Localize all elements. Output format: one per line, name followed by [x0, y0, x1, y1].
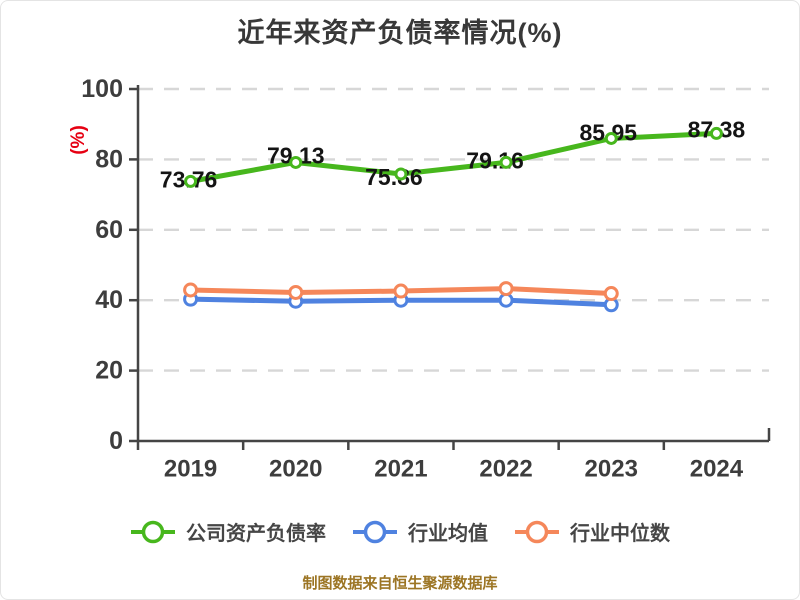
legend-item-industry-mean: 行业均值 — [352, 517, 488, 546]
legend-label: 公司资产负债率 — [186, 523, 326, 545]
x-tick-label: 2019 — [164, 456, 217, 483]
series-marker-0 — [604, 131, 618, 145]
legend-marker-industry-mean-icon — [353, 520, 397, 543]
y-tick-label: 0 — [109, 427, 123, 455]
legend-marker-company-ratio-icon — [131, 520, 175, 543]
x-tick-label: 2022 — [479, 456, 532, 483]
chart-legend: 公司资产负债率 行业均值 行业中位数 — [1, 517, 799, 546]
series-marker-2 — [393, 283, 409, 299]
series-marker-0 — [709, 126, 723, 140]
series-marker-2 — [288, 284, 304, 300]
chart-title: 近年来资产负债率情况(%) — [237, 18, 563, 48]
chart-canvas: 02040608010020192020202120222023202473.7… — [81, 75, 771, 483]
data-label: 75.86 — [365, 164, 423, 190]
series-line-0 — [188, 130, 719, 184]
series-marker-2 — [603, 286, 619, 302]
legend-item-company-ratio: 公司资产负债率 — [130, 517, 326, 546]
series-marker-0 — [394, 167, 408, 181]
x-tick-label: 2023 — [585, 456, 638, 483]
y-tick-label: 100 — [81, 75, 123, 103]
series-marker-2 — [498, 281, 514, 297]
y-tick-label: 40 — [95, 286, 123, 314]
y-tick-label: 20 — [95, 357, 123, 385]
data-source-note: 制图数据来自恒生聚源数据库 — [302, 575, 498, 592]
data-label: 79.16 — [466, 147, 524, 173]
series-marker-0 — [184, 174, 198, 188]
x-tick-label: 2021 — [374, 456, 427, 483]
x-tick-label: 2024 — [690, 456, 744, 483]
series-marker-0 — [499, 155, 513, 169]
legend-label: 行业均值 — [408, 523, 488, 545]
y-tick-label: 80 — [95, 145, 123, 173]
series-marker-2 — [183, 282, 199, 298]
series-marker-0 — [289, 155, 303, 169]
y-tick-label: 60 — [95, 216, 123, 244]
x-tick-label: 2020 — [269, 456, 322, 483]
legend-label: 行业中位数 — [570, 523, 670, 545]
legend-item-industry-median: 行业中位数 — [514, 517, 670, 546]
legend-marker-industry-median-icon — [515, 520, 559, 543]
